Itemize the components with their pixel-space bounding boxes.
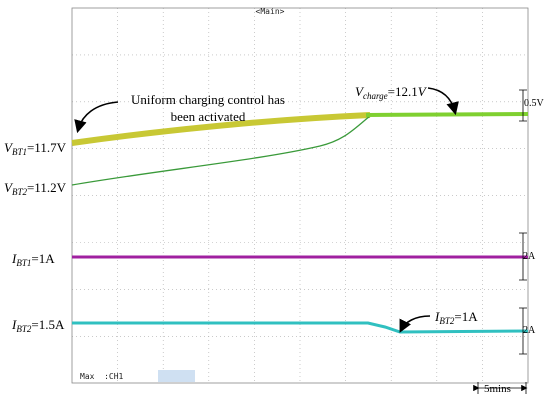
scope-grid (72, 8, 528, 383)
annotation-arrow (74, 101, 119, 134)
current-scale: 2A (523, 325, 536, 336)
time-scale-label: 5mins (484, 383, 511, 395)
scale-brackets (519, 89, 527, 355)
vcharge-trace (365, 112, 529, 117)
annotation-line: been activated (171, 109, 246, 124)
scope-footer: Max :CH1 (80, 372, 124, 381)
vbt1-label: VBT1=11.7V (4, 140, 67, 157)
current-scale: 2A (523, 251, 536, 262)
voltage-scale: 0.5V (524, 98, 545, 109)
ibt2-trace (72, 321, 529, 334)
vbt2-label: VBT2=11.2V (4, 180, 67, 197)
vbt2-trace (71, 115, 371, 186)
ibt2-after-label: IBT2=1A (434, 309, 478, 326)
scope-frame (71, 7, 529, 384)
ibt2-arrow (399, 315, 431, 333)
vbt1-trace (71, 112, 371, 146)
scope-header: <Main> (256, 7, 285, 16)
vcharge-arrow (427, 87, 459, 116)
vcharge-label: Vcharge=12.1V (355, 84, 428, 101)
footer-marker (158, 370, 195, 382)
ibt2-label: IBT2=1.5A (11, 317, 65, 334)
annotation-line: Uniform charging control has (131, 92, 285, 107)
ibt1-label: IBT1=1A (11, 251, 55, 268)
